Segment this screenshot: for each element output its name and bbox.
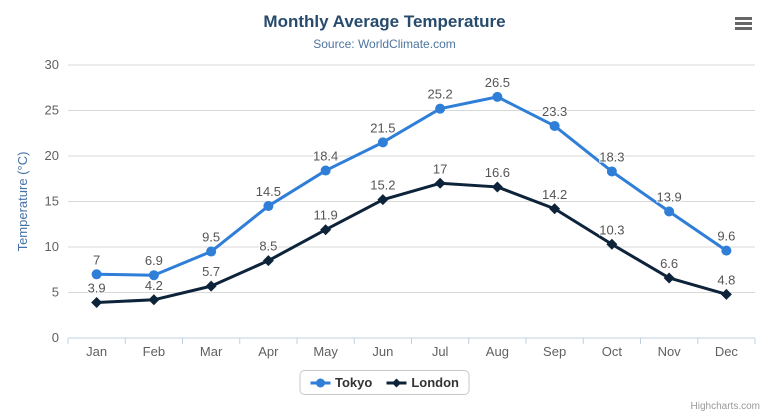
data-point-london[interactable] xyxy=(663,272,675,284)
data-label-tokyo: 21.5 xyxy=(370,120,395,135)
y-axis-tick-label: 10 xyxy=(45,239,59,254)
x-axis-category-label: Nov xyxy=(658,344,682,359)
y-axis-tick-label: 5 xyxy=(52,285,59,300)
data-label-london: 10.3 xyxy=(599,222,624,237)
y-axis-tick-label: 0 xyxy=(52,330,59,345)
x-axis-category-label: Dec xyxy=(715,344,739,359)
y-axis-tick-label: 30 xyxy=(45,57,59,72)
data-point-london[interactable] xyxy=(491,181,503,193)
data-point-london[interactable] xyxy=(377,194,389,206)
legend-marker-tokyo xyxy=(310,378,331,387)
data-point-tokyo[interactable] xyxy=(206,246,217,257)
data-label-london: 6.6 xyxy=(660,256,678,271)
data-point-tokyo[interactable] xyxy=(492,91,503,102)
credits-link[interactable]: Highcharts.com xyxy=(690,401,760,412)
legend-label-london: London xyxy=(411,375,459,390)
data-point-tokyo[interactable] xyxy=(435,103,446,114)
legend-label-tokyo: Tokyo xyxy=(335,375,373,390)
data-point-tokyo[interactable] xyxy=(664,206,675,217)
y-axis-tick-label: 25 xyxy=(45,103,59,118)
data-label-tokyo: 9.6 xyxy=(717,229,735,244)
data-label-london: 4.2 xyxy=(145,278,163,293)
data-point-london[interactable] xyxy=(148,294,160,306)
data-point-tokyo[interactable] xyxy=(606,166,617,177)
x-axis-category-label: Feb xyxy=(143,344,165,359)
series-line-london[interactable] xyxy=(95,181,728,305)
data-point-london[interactable] xyxy=(434,177,446,189)
data-label-tokyo: 14.5 xyxy=(256,184,281,199)
x-axis-category-label: Mar xyxy=(200,344,223,359)
data-label-tokyo: 25.2 xyxy=(427,87,452,102)
x-axis-category-label: Sep xyxy=(543,344,566,359)
hamburger-bar xyxy=(735,22,752,25)
data-label-london: 3.9 xyxy=(88,281,106,296)
data-label-tokyo: 9.5 xyxy=(202,230,220,245)
data-label-london: 14.2 xyxy=(542,187,567,202)
data-label-tokyo: 18.3 xyxy=(599,149,624,164)
data-point-tokyo[interactable] xyxy=(148,270,159,281)
data-label-tokyo: 23.3 xyxy=(542,104,567,119)
data-point-tokyo[interactable] xyxy=(377,137,388,148)
data-point-london[interactable] xyxy=(606,238,618,250)
x-axis-category-label: Apr xyxy=(258,344,279,359)
data-point-tokyo[interactable] xyxy=(549,120,560,131)
legend-marker-london xyxy=(386,378,407,387)
data-point-london[interactable] xyxy=(720,288,732,300)
data-point-london[interactable] xyxy=(205,280,217,292)
chart-subtitle: Source: WorldClimate.com xyxy=(313,37,456,51)
chart-title: Monthly Average Temperature xyxy=(263,12,506,31)
data-point-london[interactable] xyxy=(91,297,103,309)
data-point-tokyo[interactable] xyxy=(91,269,102,280)
data-label-tokyo: 6.9 xyxy=(145,253,163,268)
x-axis-category-label: Jan xyxy=(86,344,107,359)
x-axis-category-label: Jul xyxy=(432,344,449,359)
data-label-london: 17 xyxy=(433,161,447,176)
series-line-tokyo[interactable] xyxy=(95,95,728,277)
x-axis-category-label: Oct xyxy=(602,344,623,359)
data-label-tokyo: 13.9 xyxy=(656,190,681,205)
legend: Tokyo London xyxy=(299,370,470,395)
y-axis-tick-label: 20 xyxy=(45,148,59,163)
data-label-tokyo: 7 xyxy=(93,252,100,267)
hamburger-menu-icon[interactable] xyxy=(735,17,752,30)
data-label-tokyo: 26.5 xyxy=(485,75,510,90)
data-label-london: 8.5 xyxy=(259,239,277,254)
data-point-london[interactable] xyxy=(549,203,561,215)
y-axis-title: Temperature (°C) xyxy=(15,152,30,252)
data-label-london: 11.9 xyxy=(313,208,337,223)
data-label-london: 5.7 xyxy=(202,264,220,279)
data-label-london: 4.8 xyxy=(717,272,735,287)
x-axis-category-label: May xyxy=(313,344,338,359)
x-axis-category-label: Aug xyxy=(486,344,509,359)
data-label-london: 16.6 xyxy=(485,165,510,180)
data-point-tokyo[interactable] xyxy=(721,245,732,256)
hamburger-bar xyxy=(735,27,752,30)
x-axis-category-label: Jun xyxy=(372,344,393,359)
legend-item-tokyo[interactable]: Tokyo xyxy=(310,375,372,390)
data-point-tokyo[interactable] xyxy=(320,165,331,176)
hamburger-bar xyxy=(735,17,752,20)
y-axis-tick-label: 15 xyxy=(45,194,59,209)
data-point-tokyo[interactable] xyxy=(263,201,274,212)
data-point-london[interactable] xyxy=(320,224,332,236)
data-label-tokyo: 18.4 xyxy=(313,149,338,164)
legend-item-london[interactable]: London xyxy=(386,375,459,390)
data-point-london[interactable] xyxy=(262,255,274,267)
data-label-london: 15.2 xyxy=(370,178,395,193)
